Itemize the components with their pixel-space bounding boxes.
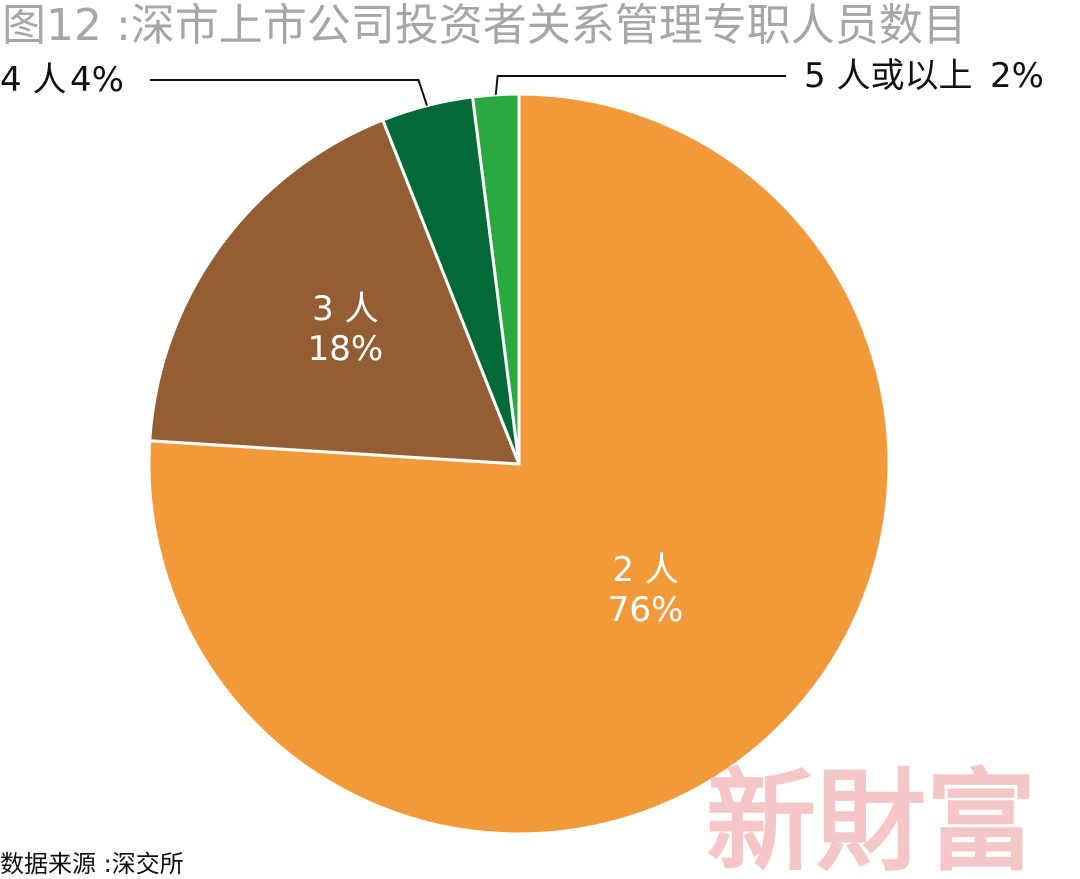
chart-title: 图12 :深市上市公司投资者关系管理专职人员数目 <box>2 0 967 51</box>
slice-1-value: 76% <box>608 590 684 630</box>
watermark-logo: 新財富 <box>706 757 1036 879</box>
slice-4 <box>471 92 521 466</box>
slice-1-label: 2 人 <box>612 550 678 590</box>
source-note: 数据来源 :深交所 <box>0 850 184 878</box>
slice-4-value: 2% <box>990 56 1044 96</box>
slice-3-label: 4 人 <box>0 60 66 100</box>
slice-3-value: 4% <box>70 60 124 100</box>
pie-slices <box>147 92 891 836</box>
slice-2-label: 3 人 <box>312 289 378 329</box>
slice-4-leader <box>494 75 786 95</box>
leader-lines <box>150 75 786 106</box>
slice-4-label: 5 人或以上 <box>804 56 972 96</box>
slice-2 <box>148 118 521 466</box>
slice-3-leader <box>150 79 428 106</box>
slice-2-value: 18% <box>308 329 384 369</box>
slice-labels: 2 人76% 3 人18% 4 人 4% 5 人或以上 2% <box>0 56 1044 630</box>
